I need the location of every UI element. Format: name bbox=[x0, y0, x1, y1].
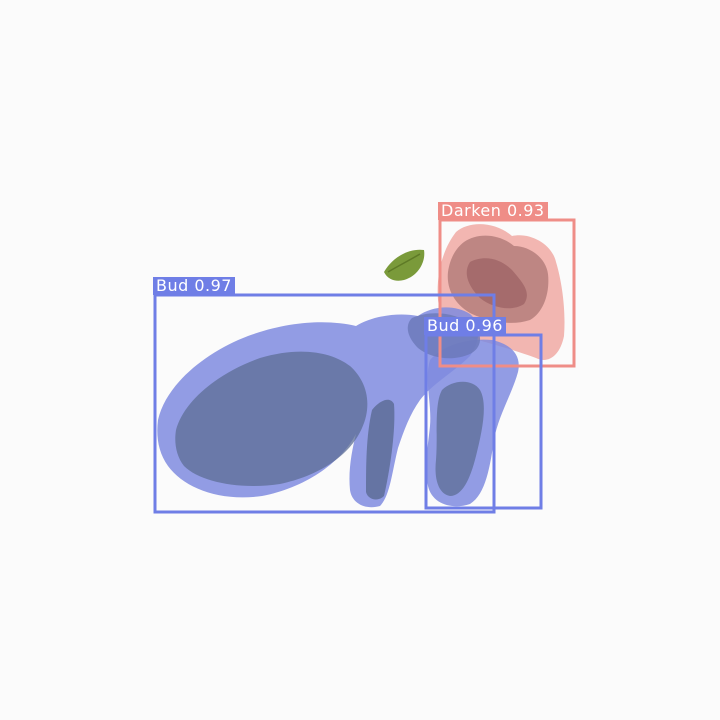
bounding-box-darken bbox=[438, 218, 576, 368]
bud-large-stem bbox=[366, 399, 395, 500]
bounding-box-bud-large bbox=[153, 293, 496, 514]
bud-large-body bbox=[175, 351, 368, 486]
bounding-box-bud-small bbox=[424, 333, 543, 510]
leaf-vein bbox=[387, 253, 421, 273]
detection-label-bud-small: Bud 0.96 bbox=[424, 317, 506, 335]
detection-label-bud-large: Bud 0.97 bbox=[153, 277, 235, 295]
bud-small-body bbox=[435, 381, 484, 496]
detection-label-darken: Darken 0.93 bbox=[438, 202, 548, 220]
